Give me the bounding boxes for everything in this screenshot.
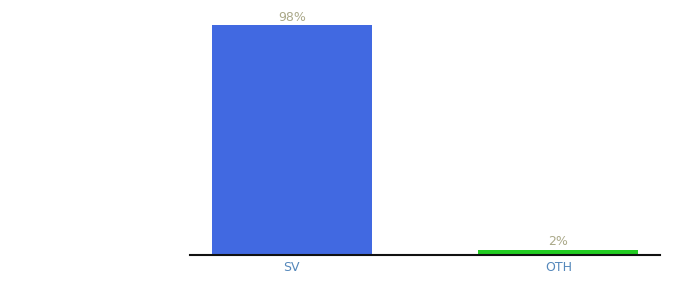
Bar — [478, 250, 639, 255]
Bar — [211, 26, 372, 255]
Text: 2%: 2% — [548, 236, 568, 248]
Text: 98%: 98% — [277, 11, 305, 23]
